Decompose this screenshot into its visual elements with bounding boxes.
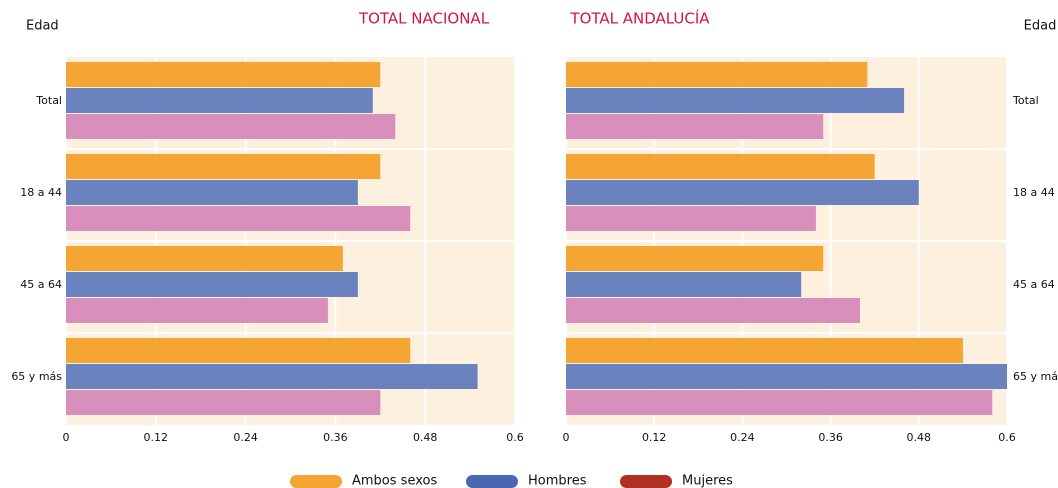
bar	[566, 154, 875, 179]
legend-text: Mujeres	[682, 474, 733, 488]
bar	[66, 62, 381, 87]
bar	[566, 364, 1007, 389]
bar	[566, 246, 824, 271]
x-tick-label: 0	[63, 431, 70, 444]
x-tick-label: 0.48	[413, 431, 438, 444]
bar	[566, 62, 868, 87]
bar	[66, 364, 478, 389]
bar	[566, 298, 860, 323]
bar	[66, 154, 381, 179]
y-tick-label: Total	[1012, 94, 1039, 107]
bar	[66, 114, 396, 139]
bar	[66, 390, 381, 415]
bar	[566, 114, 824, 139]
y-tick-label: 45 a 64	[1013, 278, 1055, 291]
legend-swatch	[466, 475, 518, 488]
x-tick-label: 0.6	[506, 431, 524, 444]
x-tick-label: 0.12	[144, 431, 169, 444]
bar	[66, 180, 358, 205]
chart-title: TOTAL NACIONAL	[358, 10, 490, 28]
chart-title: TOTAL ANDALUCÍA	[569, 9, 710, 28]
x-tick-label: 0.48	[907, 431, 932, 444]
bar	[66, 338, 411, 363]
y-tick-label: 18 a 44	[1013, 186, 1055, 199]
x-tick-label: 0.24	[730, 431, 755, 444]
bar	[566, 272, 802, 297]
legend-text: Ambos sexos	[352, 474, 437, 488]
y-tick-label: 45 a 64	[20, 278, 62, 291]
bar	[566, 88, 905, 113]
x-tick-label: 0.24	[233, 431, 258, 444]
bar	[66, 206, 411, 231]
y-tick-label: 65 y más	[1013, 370, 1058, 383]
bar	[566, 390, 993, 415]
y-tick-label: 65 y más	[11, 370, 62, 383]
x-tick-label: 0.36	[818, 431, 843, 444]
legend-swatch	[290, 475, 342, 488]
bar	[566, 206, 816, 231]
y-tick-label: Total	[35, 94, 62, 107]
x-tick-label: 0.12	[642, 431, 667, 444]
legend-swatch	[620, 475, 672, 488]
bar	[66, 272, 358, 297]
axis-label: Edad	[26, 19, 59, 34]
bar	[566, 338, 963, 363]
axis-label: Edad	[1024, 19, 1057, 34]
legend-text: Hombres	[528, 474, 587, 488]
y-tick-label: 18 a 44	[20, 186, 62, 199]
bar	[66, 246, 343, 271]
x-tick-label: 0	[563, 431, 570, 444]
bar	[66, 88, 373, 113]
bar	[66, 298, 328, 323]
x-tick-label: 0.6	[998, 431, 1016, 444]
bar	[566, 180, 919, 205]
x-tick-label: 0.36	[323, 431, 348, 444]
